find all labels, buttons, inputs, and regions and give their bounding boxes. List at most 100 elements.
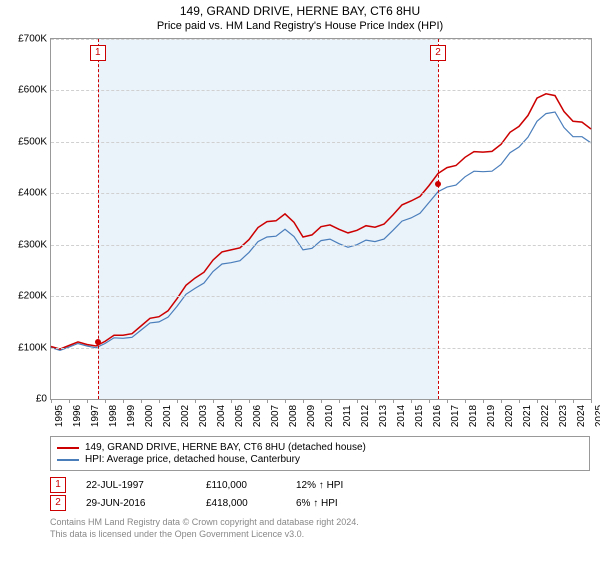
x-axis-label: 2019 <box>486 405 497 427</box>
y-axis-label: £300K <box>7 239 47 250</box>
x-axis-label: 2013 <box>378 405 389 427</box>
x-tick <box>537 399 538 403</box>
line-chart: £0£100K£200K£300K£400K£500K£600K£700K199… <box>50 38 592 400</box>
y-axis-label: £600K <box>7 85 47 96</box>
x-axis-label: 2009 <box>306 405 317 427</box>
x-tick <box>249 399 250 403</box>
x-tick <box>141 399 142 403</box>
attribution: Contains HM Land Registry data © Crown c… <box>50 517 590 540</box>
sale-index: 1 <box>50 477 66 493</box>
sale-price: £110,000 <box>206 480 296 491</box>
legend-swatch <box>57 447 79 449</box>
attribution-line: Contains HM Land Registry data © Crown c… <box>50 517 590 529</box>
x-tick <box>393 399 394 403</box>
chart-container: 149, GRAND DRIVE, HERNE BAY, CT6 8HU Pri… <box>0 4 600 564</box>
x-axis-label: 2004 <box>216 405 227 427</box>
x-axis-label: 2011 <box>342 405 353 427</box>
x-tick <box>87 399 88 403</box>
x-axis-label: 2021 <box>522 405 533 427</box>
legend: 149, GRAND DRIVE, HERNE BAY, CT6 8HU (de… <box>50 436 590 471</box>
x-tick <box>285 399 286 403</box>
x-tick <box>375 399 376 403</box>
sale-row: 1 22-JUL-1997£110,00012% ↑ HPI <box>50 477 590 493</box>
x-tick <box>321 399 322 403</box>
x-tick <box>303 399 304 403</box>
sale-hpi: 12% ↑ HPI <box>296 480 590 491</box>
x-axis-label: 2012 <box>360 405 371 427</box>
x-axis-label: 2005 <box>234 405 245 427</box>
legend-label: HPI: Average price, detached house, Cant… <box>85 454 300 465</box>
sale-price: £418,000 <box>206 498 296 509</box>
series-line <box>51 112 591 350</box>
chart-subtitle: Price paid vs. HM Land Registry's House … <box>0 20 600 32</box>
gridline <box>51 245 591 246</box>
y-axis-label: £0 <box>7 394 47 405</box>
attribution-line: This data is licensed under the Open Gov… <box>50 529 590 541</box>
legend-swatch <box>57 459 79 461</box>
x-axis-label: 2023 <box>558 405 569 427</box>
y-axis-label: £500K <box>7 136 47 147</box>
y-axis-label: £700K <box>7 34 47 45</box>
gridline <box>51 296 591 297</box>
x-axis-label: 2015 <box>414 405 425 427</box>
x-tick <box>573 399 574 403</box>
x-tick <box>123 399 124 403</box>
x-axis-label: 2018 <box>468 405 479 427</box>
x-axis-label: 2016 <box>432 405 443 427</box>
x-tick <box>339 399 340 403</box>
x-axis-label: 2017 <box>450 405 461 427</box>
gridline <box>51 348 591 349</box>
legend-label: 149, GRAND DRIVE, HERNE BAY, CT6 8HU (de… <box>85 442 366 453</box>
x-axis-label: 2002 <box>180 405 191 427</box>
x-tick <box>501 399 502 403</box>
gridline <box>51 90 591 91</box>
y-axis-label: £100K <box>7 342 47 353</box>
x-tick <box>267 399 268 403</box>
sale-marker-index: 1 <box>90 45 106 61</box>
x-axis-label: 2008 <box>288 405 299 427</box>
sale-hpi: 6% ↑ HPI <box>296 498 590 509</box>
x-axis-label: 2003 <box>198 405 209 427</box>
sale-index: 2 <box>50 495 66 511</box>
x-tick <box>465 399 466 403</box>
x-tick <box>411 399 412 403</box>
x-axis-label: 2022 <box>540 405 551 427</box>
x-axis-label: 2006 <box>252 405 263 427</box>
gridline <box>51 193 591 194</box>
x-tick <box>447 399 448 403</box>
sale-date: 29-JUN-2016 <box>86 498 206 509</box>
sale-date: 22-JUL-1997 <box>86 480 206 491</box>
x-axis-label: 2020 <box>504 405 515 427</box>
x-tick <box>555 399 556 403</box>
x-axis-label: 2014 <box>396 405 407 427</box>
sales-table: 1 22-JUL-1997£110,00012% ↑ HPI 2 29-JUN-201… <box>50 477 590 511</box>
x-axis-label: 2001 <box>162 405 173 427</box>
x-tick <box>195 399 196 403</box>
y-axis-label: £200K <box>7 291 47 302</box>
x-axis-label: 2025 <box>594 405 600 427</box>
sale-marker-line <box>438 39 439 399</box>
sale-marker-dot <box>95 339 101 345</box>
x-tick <box>483 399 484 403</box>
x-axis-label: 1998 <box>108 405 119 427</box>
sale-marker-dot <box>435 181 441 187</box>
series-line <box>51 94 591 349</box>
legend-item: HPI: Average price, detached house, Cant… <box>57 454 583 465</box>
x-tick <box>231 399 232 403</box>
x-axis-label: 2010 <box>324 405 335 427</box>
sale-row: 2 29-JUN-2016£418,0006% ↑ HPI <box>50 495 590 511</box>
x-axis-label: 1995 <box>54 405 65 427</box>
x-tick <box>591 399 592 403</box>
sale-marker-index: 2 <box>430 45 446 61</box>
x-tick <box>159 399 160 403</box>
x-axis-label: 1997 <box>90 405 101 427</box>
x-axis-label: 1996 <box>72 405 83 427</box>
x-tick <box>429 399 430 403</box>
x-tick <box>51 399 52 403</box>
x-axis-label: 1999 <box>126 405 137 427</box>
x-tick <box>69 399 70 403</box>
x-tick <box>213 399 214 403</box>
chart-svg <box>51 39 591 399</box>
legend-item: 149, GRAND DRIVE, HERNE BAY, CT6 8HU (de… <box>57 442 583 453</box>
x-tick <box>177 399 178 403</box>
